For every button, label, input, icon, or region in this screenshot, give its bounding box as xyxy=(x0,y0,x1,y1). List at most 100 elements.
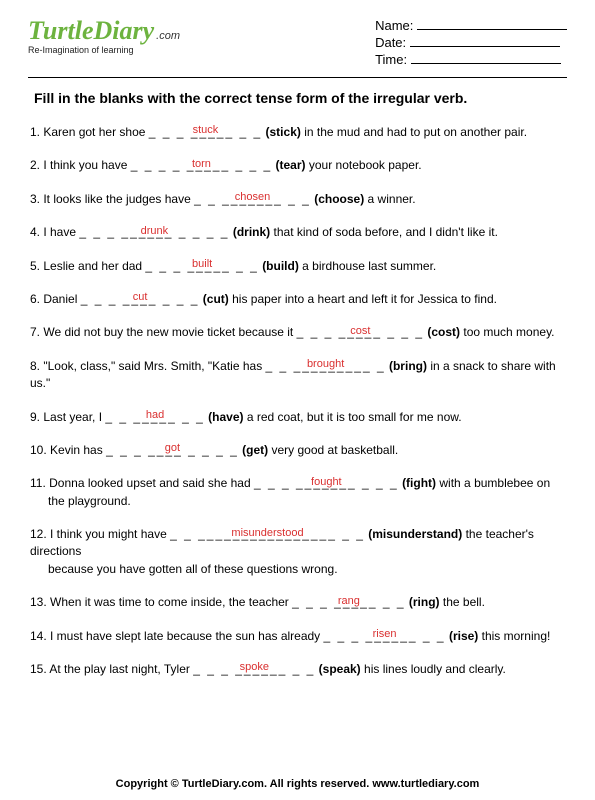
question-post-text: your notebook paper. xyxy=(306,158,422,172)
answer-blank: _ _ ________________ _ _misunderstood xyxy=(170,526,365,543)
question-number: 1. xyxy=(30,125,43,139)
question-post-text: a winner. xyxy=(364,192,415,206)
logo: Turtle Diary .com Re-Imagination of lear… xyxy=(28,18,180,55)
question-pre-text: Daniel xyxy=(43,292,80,306)
question-item: 1. Karen got her shoe _ _ _ _____ _ _stu… xyxy=(30,124,565,141)
footer-copyright: Copyright © TurtleDiary.com. All rights … xyxy=(0,778,595,790)
verb-hint: (cut) xyxy=(203,292,229,306)
answer-blank: _ _ _ ____ _ _ _ _got xyxy=(106,442,239,459)
question-pre-text: We did not buy the new movie ticket beca… xyxy=(43,325,296,339)
answer-blank: _ _ _ _ _____ _ _ _torn xyxy=(131,157,272,174)
question-number: 4. xyxy=(30,225,43,239)
question-item: 14. I must have slept late because the s… xyxy=(30,628,565,645)
question-item: 11. Donna looked upset and said she had … xyxy=(30,475,565,510)
answer-text: drunk xyxy=(141,224,169,240)
answer-blank: _ _ _ ______ _ _spoke xyxy=(193,661,315,678)
date-label: Date: xyxy=(375,35,406,50)
answer-text: torn xyxy=(192,157,211,173)
question-pre-text: I must have slept late because the sun h… xyxy=(50,629,324,643)
question-pre-text: At the play last night, Tyler xyxy=(49,662,193,676)
answer-text: spoke xyxy=(240,660,269,676)
verb-hint: (get) xyxy=(242,443,268,457)
question-item: 9. Last year, I _ _ _____ _ _had (have) … xyxy=(30,409,565,426)
answer-blank: _ _ _ ______ _ _risen xyxy=(324,628,446,645)
answer-blank: _ _ _______ _ _chosen xyxy=(194,191,311,208)
question-number: 7. xyxy=(30,325,43,339)
time-label: Time: xyxy=(375,52,407,67)
verb-hint: (stick) xyxy=(266,125,301,139)
time-field-line xyxy=(411,52,561,64)
question-pre-text: Leslie and her dad xyxy=(43,259,145,273)
question-pre-text: "Look, class," said Mrs. Smith, "Katie h… xyxy=(43,359,265,373)
answer-text: cut xyxy=(133,290,148,306)
question-post-text: in the mud and had to put on another pai… xyxy=(301,125,527,139)
question-item: 3. It looks like the judges have _ _ ___… xyxy=(30,191,565,208)
question-pre-text: Donna looked upset and said she had xyxy=(49,476,254,490)
verb-hint: (speak) xyxy=(319,662,361,676)
question-number: 8. xyxy=(30,359,43,373)
answer-text: brought xyxy=(307,357,344,373)
answer-blank: _ _ _____ _ _had xyxy=(105,409,204,426)
verb-hint: (misunderstand) xyxy=(368,527,462,541)
question-pre-text: I have xyxy=(43,225,79,239)
question-item: 6. Daniel _ _ _ ____ _ _ _cut (cut) his … xyxy=(30,291,565,308)
logo-text-turtle: Turtle xyxy=(28,18,93,44)
question-pre-text: I think you have xyxy=(43,158,130,172)
verb-hint: (ring) xyxy=(409,595,440,609)
question-number: 14. xyxy=(30,629,50,643)
verb-hint: (build) xyxy=(262,259,299,273)
question-item: 4. I have _ _ _ ______ _ _ _ _drunk (dri… xyxy=(30,224,565,241)
question-number: 11. xyxy=(30,476,49,490)
verb-hint: (tear) xyxy=(276,158,306,172)
question-post-text-2: the playground. xyxy=(30,494,131,508)
header: Turtle Diary .com Re-Imagination of lear… xyxy=(28,18,567,69)
answer-text: chosen xyxy=(235,190,270,206)
question-post-text: his lines loudly and clearly. xyxy=(361,662,506,676)
question-post-text: a red coat, but it is too small for me n… xyxy=(243,410,461,424)
name-label: Name: xyxy=(375,18,413,33)
question-list: 1. Karen got her shoe _ _ _ _____ _ _stu… xyxy=(28,124,567,678)
question-item: 12. I think you might have _ _ _________… xyxy=(30,526,565,578)
question-pre-text: It looks like the judges have xyxy=(43,192,194,206)
verb-hint: (drink) xyxy=(233,225,270,239)
verb-hint: (bring) xyxy=(389,359,427,373)
answer-blank: _ _ _________ _brought xyxy=(266,358,386,375)
logo-word: Turtle Diary .com xyxy=(28,18,180,44)
question-post-text: a birdhouse last summer. xyxy=(299,259,436,273)
question-number: 2. xyxy=(30,158,43,172)
answer-blank: _ _ _ _______ _ _ _fought xyxy=(254,475,399,492)
question-number: 6. xyxy=(30,292,43,306)
question-number: 9. xyxy=(30,410,43,424)
answer-text: risen xyxy=(373,627,397,643)
question-item: 8. "Look, class," said Mrs. Smith, "Kati… xyxy=(30,358,565,393)
question-post-text: the bell. xyxy=(440,595,485,609)
answer-text: had xyxy=(146,408,164,424)
answer-text: got xyxy=(165,441,180,457)
question-item: 13. When it was time to come inside, the… xyxy=(30,594,565,611)
answer-blank: _ _ _ ______ _ _ _ _drunk xyxy=(79,224,229,241)
question-post-text: this morning! xyxy=(478,629,550,643)
answer-blank: _ _ _ _____ _ _built xyxy=(145,258,258,275)
question-number: 13. xyxy=(30,595,50,609)
question-pre-text: Kevin has xyxy=(50,443,106,457)
name-field-line xyxy=(417,18,567,30)
question-post-text: very good at basketball. xyxy=(268,443,398,457)
question-pre-text: Karen got her shoe xyxy=(43,125,148,139)
answer-blank: _ _ _ ____ _ _ _cut xyxy=(81,291,200,308)
instruction-text: Fill in the blanks with the correct tens… xyxy=(28,90,567,106)
answer-blank: _ _ _ _____ _ _rang xyxy=(292,594,405,611)
question-item: 10. Kevin has _ _ _ ____ _ _ _ _got (get… xyxy=(30,442,565,459)
answer-blank: _ _ _ _____ _ _ _cost xyxy=(297,324,424,341)
question-item: 2. I think you have _ _ _ _ _____ _ _ _t… xyxy=(30,157,565,174)
logo-text-diary: Diary xyxy=(93,18,154,44)
question-pre-text: I think you might have xyxy=(50,527,170,541)
verb-hint: (rise) xyxy=(449,629,478,643)
question-pre-text: When it was time to come inside, the tea… xyxy=(50,595,292,609)
answer-text: misunderstood xyxy=(231,526,303,542)
question-number: 10. xyxy=(30,443,50,457)
header-divider xyxy=(28,77,567,78)
question-post-text-2: because you have gotten all of these que… xyxy=(30,562,338,576)
answer-blank: _ _ _ _____ _ _stuck xyxy=(149,124,262,141)
verb-hint: (cost) xyxy=(427,325,460,339)
question-post-text: his paper into a heart and left it for J… xyxy=(229,292,497,306)
